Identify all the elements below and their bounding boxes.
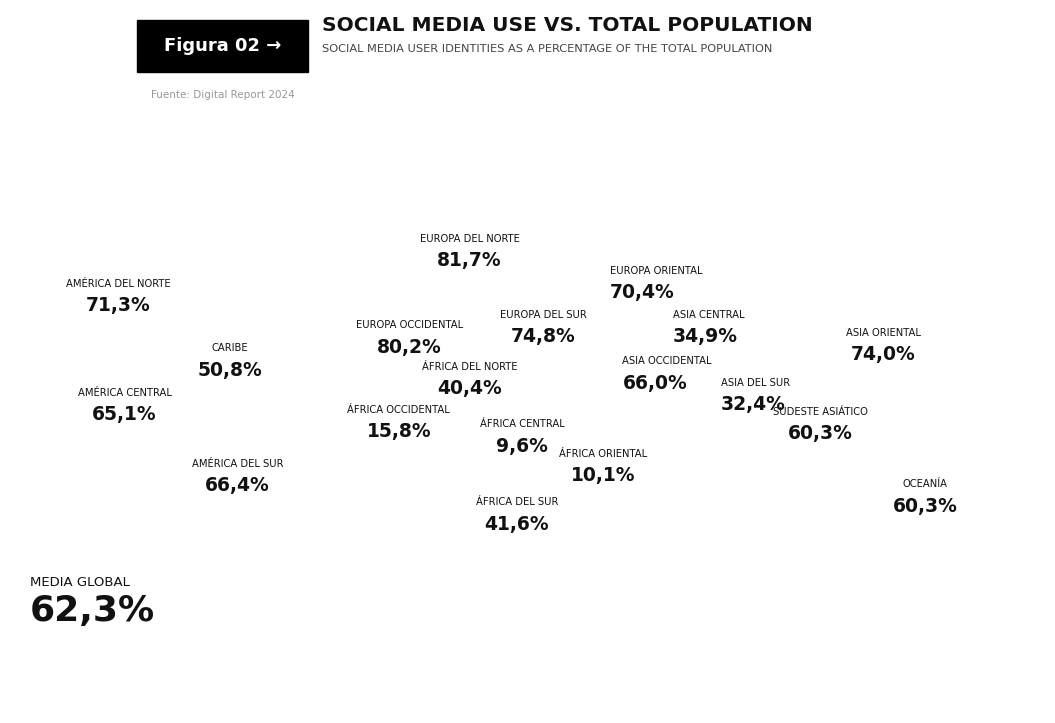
Text: Fuente: Digital Report 2024: Fuente: Digital Report 2024 xyxy=(151,90,294,100)
Text: EUROPA DEL NORTE: EUROPA DEL NORTE xyxy=(420,234,519,244)
Text: Figura 02 →: Figura 02 → xyxy=(164,38,282,55)
Text: 34,9%: 34,9% xyxy=(673,327,738,346)
Text: 66,4%: 66,4% xyxy=(205,476,270,495)
Text: ÁFRICA OCCIDENTAL: ÁFRICA OCCIDENTAL xyxy=(347,405,450,415)
Text: 41,6%: 41,6% xyxy=(484,515,550,534)
Text: 81,7%: 81,7% xyxy=(437,251,502,270)
Text: 66,0%: 66,0% xyxy=(622,374,687,393)
Text: ASIA CENTRAL: ASIA CENTRAL xyxy=(673,309,745,320)
Text: SOCIAL MEDIA USER IDENTITIES AS A PERCENTAGE OF THE TOTAL POPULATION: SOCIAL MEDIA USER IDENTITIES AS A PERCEN… xyxy=(322,44,772,54)
Text: OCEANÍA: OCEANÍA xyxy=(903,479,947,489)
Text: EUROPA OCCIDENTAL: EUROPA OCCIDENTAL xyxy=(356,320,463,330)
FancyBboxPatch shape xyxy=(137,20,308,72)
Text: ASIA ORIENTAL: ASIA ORIENTAL xyxy=(846,328,920,338)
Text: AMÉRICA DEL SUR: AMÉRICA DEL SUR xyxy=(192,459,283,469)
Text: ASIA DEL SUR: ASIA DEL SUR xyxy=(721,378,790,388)
Text: 71,3%: 71,3% xyxy=(85,296,151,315)
Text: 62,3%: 62,3% xyxy=(30,594,155,628)
Text: SOCIAL MEDIA USE VS. TOTAL POPULATION: SOCIAL MEDIA USE VS. TOTAL POPULATION xyxy=(322,16,812,35)
Text: 32,4%: 32,4% xyxy=(721,395,785,414)
Text: 80,2%: 80,2% xyxy=(377,338,442,356)
Text: 15,8%: 15,8% xyxy=(366,422,431,441)
Text: EUROPA DEL SUR: EUROPA DEL SUR xyxy=(500,309,587,320)
Text: ÁFRICA CENTRAL: ÁFRICA CENTRAL xyxy=(480,419,564,429)
Text: ÁFRICA DEL NORTE: ÁFRICA DEL NORTE xyxy=(422,362,517,372)
Text: ÁFRICA ORIENTAL: ÁFRICA ORIENTAL xyxy=(559,449,648,459)
Text: ÁFRICA DEL SUR: ÁFRICA DEL SUR xyxy=(476,497,558,508)
Text: AMÉRICA DEL NORTE: AMÉRICA DEL NORTE xyxy=(65,279,171,289)
Text: ASIA OCCIDENTAL: ASIA OCCIDENTAL xyxy=(622,356,712,367)
Text: 70,4%: 70,4% xyxy=(610,283,674,302)
Text: SUDESTE ASIÁTICO: SUDESTE ASIÁTICO xyxy=(773,407,868,417)
Text: AMÉRICA CENTRAL: AMÉRICA CENTRAL xyxy=(78,388,171,398)
Text: CARIBE: CARIBE xyxy=(212,343,248,354)
Text: 74,0%: 74,0% xyxy=(850,345,916,364)
Text: MEDIA GLOBAL: MEDIA GLOBAL xyxy=(30,576,130,589)
Text: EUROPA ORIENTAL: EUROPA ORIENTAL xyxy=(610,266,703,276)
Text: 10,1%: 10,1% xyxy=(571,466,636,485)
Text: 74,8%: 74,8% xyxy=(511,327,576,346)
Text: 60,3%: 60,3% xyxy=(788,424,853,443)
Text: 50,8%: 50,8% xyxy=(197,361,263,380)
Text: 9,6%: 9,6% xyxy=(496,437,549,455)
Text: 65,1%: 65,1% xyxy=(92,405,157,424)
Text: 60,3%: 60,3% xyxy=(893,497,958,515)
Text: 40,4%: 40,4% xyxy=(437,379,502,398)
